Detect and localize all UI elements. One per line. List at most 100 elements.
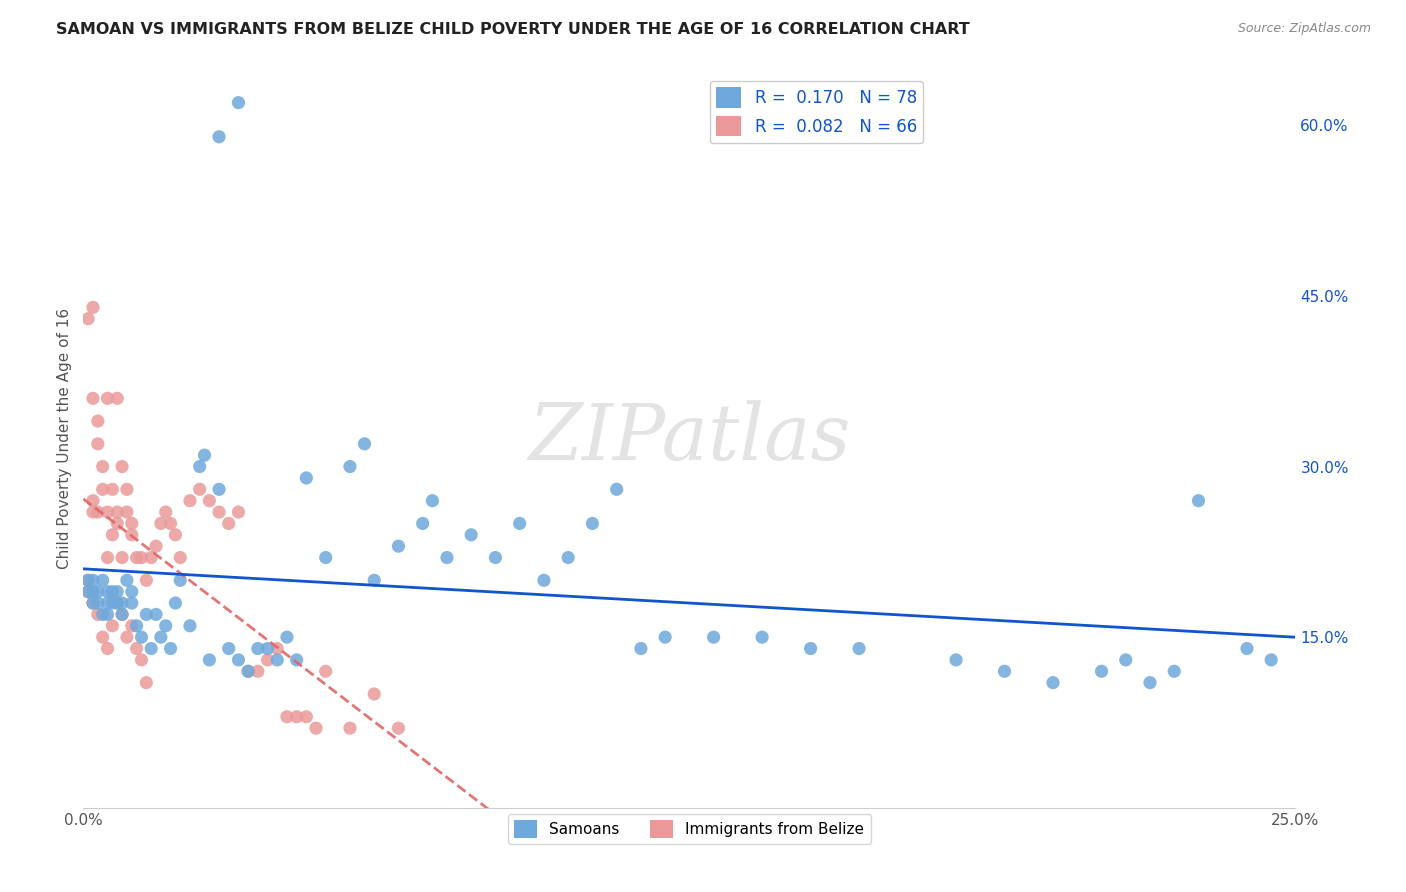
Point xyxy=(131,630,153,644)
Point xyxy=(91,483,114,497)
Point xyxy=(105,596,128,610)
Point xyxy=(77,574,100,588)
Point xyxy=(125,619,148,633)
Point xyxy=(105,516,128,531)
Point xyxy=(77,311,100,326)
Point xyxy=(101,483,124,497)
Point xyxy=(141,641,163,656)
Point xyxy=(87,584,110,599)
Point xyxy=(91,459,114,474)
Point xyxy=(149,516,172,531)
Point xyxy=(105,505,128,519)
Point xyxy=(121,584,143,599)
Point xyxy=(228,95,250,110)
Point xyxy=(121,596,143,610)
Point xyxy=(115,630,138,644)
Point xyxy=(208,129,231,144)
Point xyxy=(82,584,104,599)
Point xyxy=(135,574,157,588)
Point xyxy=(193,448,215,462)
Point xyxy=(96,584,118,599)
Point xyxy=(654,630,676,644)
Text: SAMOAN VS IMMIGRANTS FROM BELIZE CHILD POVERTY UNDER THE AGE OF 16 CORRELATION C: SAMOAN VS IMMIGRANTS FROM BELIZE CHILD P… xyxy=(56,22,970,37)
Point xyxy=(387,539,409,553)
Point xyxy=(179,493,201,508)
Point xyxy=(82,574,104,588)
Point xyxy=(121,516,143,531)
Point xyxy=(115,574,138,588)
Point xyxy=(115,505,138,519)
Point xyxy=(315,550,337,565)
Point xyxy=(285,710,308,724)
Point xyxy=(387,721,409,735)
Point xyxy=(135,675,157,690)
Point xyxy=(159,516,181,531)
Point xyxy=(101,584,124,599)
Point xyxy=(105,392,128,406)
Point xyxy=(111,459,134,474)
Point xyxy=(87,414,110,428)
Point xyxy=(77,574,100,588)
Point xyxy=(101,528,124,542)
Point xyxy=(557,550,579,565)
Point xyxy=(1115,653,1137,667)
Point xyxy=(96,550,118,565)
Point xyxy=(96,505,118,519)
Point xyxy=(125,641,148,656)
Point xyxy=(96,596,118,610)
Point xyxy=(751,630,773,644)
Point xyxy=(188,483,211,497)
Point xyxy=(145,607,167,622)
Point xyxy=(91,607,114,622)
Point xyxy=(800,641,823,656)
Point xyxy=(159,641,181,656)
Point xyxy=(1090,665,1112,679)
Point xyxy=(228,505,250,519)
Point xyxy=(848,641,870,656)
Point xyxy=(121,528,143,542)
Point xyxy=(101,596,124,610)
Point xyxy=(412,516,434,531)
Point xyxy=(581,516,603,531)
Point xyxy=(96,607,118,622)
Point xyxy=(87,607,110,622)
Point xyxy=(606,483,628,497)
Point xyxy=(188,459,211,474)
Point xyxy=(77,584,100,599)
Text: ZIPatlas: ZIPatlas xyxy=(529,400,851,476)
Point xyxy=(165,528,187,542)
Point xyxy=(422,493,444,508)
Point xyxy=(149,630,172,644)
Point xyxy=(1042,675,1064,690)
Point xyxy=(198,653,221,667)
Point xyxy=(945,653,967,667)
Point xyxy=(179,619,201,633)
Point xyxy=(131,653,153,667)
Point xyxy=(96,641,118,656)
Point xyxy=(1187,493,1209,508)
Point xyxy=(101,619,124,633)
Point xyxy=(1139,675,1161,690)
Point xyxy=(121,619,143,633)
Point xyxy=(315,665,337,679)
Y-axis label: Child Poverty Under the Age of 16: Child Poverty Under the Age of 16 xyxy=(58,308,72,569)
Point xyxy=(266,641,288,656)
Point xyxy=(82,392,104,406)
Point xyxy=(82,301,104,315)
Point xyxy=(363,574,385,588)
Point xyxy=(87,596,110,610)
Point xyxy=(276,710,298,724)
Point xyxy=(460,528,482,542)
Point xyxy=(198,493,221,508)
Point xyxy=(1236,641,1258,656)
Point xyxy=(256,653,278,667)
Point xyxy=(353,437,375,451)
Point xyxy=(246,641,269,656)
Point xyxy=(77,584,100,599)
Point xyxy=(87,437,110,451)
Point xyxy=(339,459,361,474)
Point xyxy=(436,550,458,565)
Point xyxy=(111,596,134,610)
Point xyxy=(155,505,177,519)
Point xyxy=(115,483,138,497)
